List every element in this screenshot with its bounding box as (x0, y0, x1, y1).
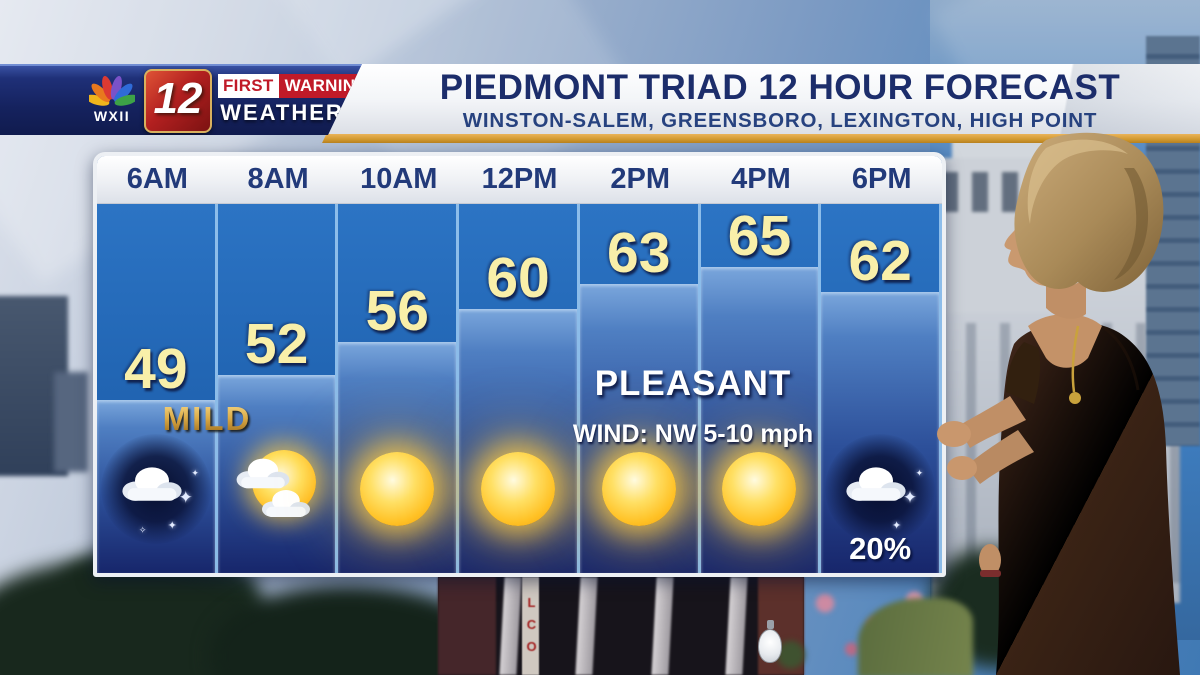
sunny-icon (350, 442, 444, 536)
temperature-value: 56 (365, 278, 429, 343)
first-label: FIRST (218, 74, 279, 98)
sunny-icon (712, 442, 806, 536)
arcade-pillar (725, 577, 748, 675)
temperature-bar (459, 308, 577, 573)
time-label-4pm: 4PM (731, 163, 791, 195)
forecast-column-6am: 49 ✦ ✦ ✦ ✧ (97, 204, 218, 573)
background-sign: LCO (522, 577, 539, 675)
station-logo: WXII (84, 76, 140, 124)
header-banner: PIEDMONT TRIAD 12 HOUR FORECAST WINSTON-… (0, 64, 1200, 143)
page-title: PIEDMONT TRIAD 12 HOUR FORECAST (439, 68, 1121, 107)
temperature-value: 52 (244, 312, 309, 377)
sun-glyph (481, 452, 556, 526)
star-glyph: ✦ (915, 468, 924, 478)
temperature-value: 62 (848, 229, 912, 294)
temperature-value: 63 (607, 220, 671, 285)
condition-label-pleasant: PLEASANT (594, 364, 792, 403)
forecast-panel: 6AM 8AM 10AM 12PM 2PM 4PM 6PM 49 ✦ ✦ ✦ ✧ (93, 152, 946, 577)
sun-glyph (722, 452, 797, 526)
star-glyph: ✦ (167, 520, 177, 532)
header-sheen (970, 64, 1200, 134)
header-gold-strip (322, 134, 1200, 143)
first-warning-badge: FIRST WARNING (218, 74, 375, 98)
channel-number: 12 (153, 74, 203, 123)
cloud-glyph (261, 489, 310, 517)
call-letters: WXII (93, 108, 131, 124)
background-grass (858, 598, 973, 675)
weather-presenter (928, 128, 1200, 675)
star-glyph: ✦ (178, 488, 193, 507)
presenter-figure (937, 132, 1180, 675)
star-glyph: ✧ (138, 525, 147, 535)
forecast-column-4pm: 65 ✦ (700, 204, 822, 573)
lamp-globe (758, 629, 782, 663)
time-label-8am: 8AM (247, 163, 309, 195)
forecast-column-8am: 52 ✦ ✦ (217, 204, 339, 573)
wind-label: WIND: NW 5-10 mph (572, 420, 814, 448)
time-label-10am: 10AM (360, 163, 438, 195)
cloudy-night-icon: ✦ ✦ ✦ (825, 434, 936, 544)
time-label-6am: 6AM (126, 163, 188, 195)
channel-12-logo: 12 (144, 69, 212, 133)
background-arcade-building: LCO (438, 577, 804, 675)
arcade-pillar (499, 577, 522, 675)
forecast-column-6pm: 62 ✦ ✦ ✦ 20% (821, 204, 942, 573)
temperature-value: 60 (486, 245, 550, 310)
background-building-left (54, 372, 88, 472)
temperature-value: 49 (124, 337, 188, 401)
temperature-value: 65 (727, 204, 792, 269)
page-subtitle: WINSTON-SALEM, GREENSBORO, LEXINGTON, HI… (462, 108, 1098, 132)
sun-glyph (601, 452, 676, 526)
forecast-column-12pm: 60 ✦ (459, 204, 580, 573)
star-glyph: ✦ (902, 488, 918, 507)
sun-glyph (360, 452, 435, 526)
station-branding-area: WXII 12 FIRST WARNING WEATHER (0, 64, 362, 135)
forecast-time-row: 6AM 8AM 10AM 12PM 2PM 4PM 6PM (97, 156, 942, 204)
condition-label-mild: MILD (117, 400, 297, 438)
brick-pillar (438, 577, 496, 675)
time-label-6pm: 6PM (851, 163, 912, 195)
forecast-column-10am: 56 ✦ (338, 204, 460, 573)
forecast-columns: 49 ✦ ✦ ✦ ✧ (97, 204, 942, 573)
time-label-2pm: 2PM (610, 163, 671, 195)
arcade-pillar (575, 577, 598, 675)
partly-sunny-icon (230, 442, 324, 536)
lamp-cap (766, 620, 774, 629)
nbc-peacock-icon (89, 76, 135, 106)
header-title-area: PIEDMONT TRIAD 12 HOUR FORECAST WINSTON-… (322, 64, 1200, 143)
arcade-pillar (651, 577, 674, 675)
weather-label: WEATHER (220, 100, 344, 125)
sunny-icon (592, 442, 686, 536)
sunny-icon (471, 442, 565, 536)
star-glyph: ✦ (891, 520, 902, 532)
star-glyph: ✦ (191, 468, 199, 478)
precip-chance: 20% (849, 531, 912, 566)
lamp-post (757, 620, 783, 672)
time-label-12pm: 12PM (481, 163, 558, 195)
forecast-column-2pm: 63 ✦ (579, 204, 701, 573)
cloudy-night-icon: ✦ ✦ ✦ ✧ (100, 434, 211, 544)
